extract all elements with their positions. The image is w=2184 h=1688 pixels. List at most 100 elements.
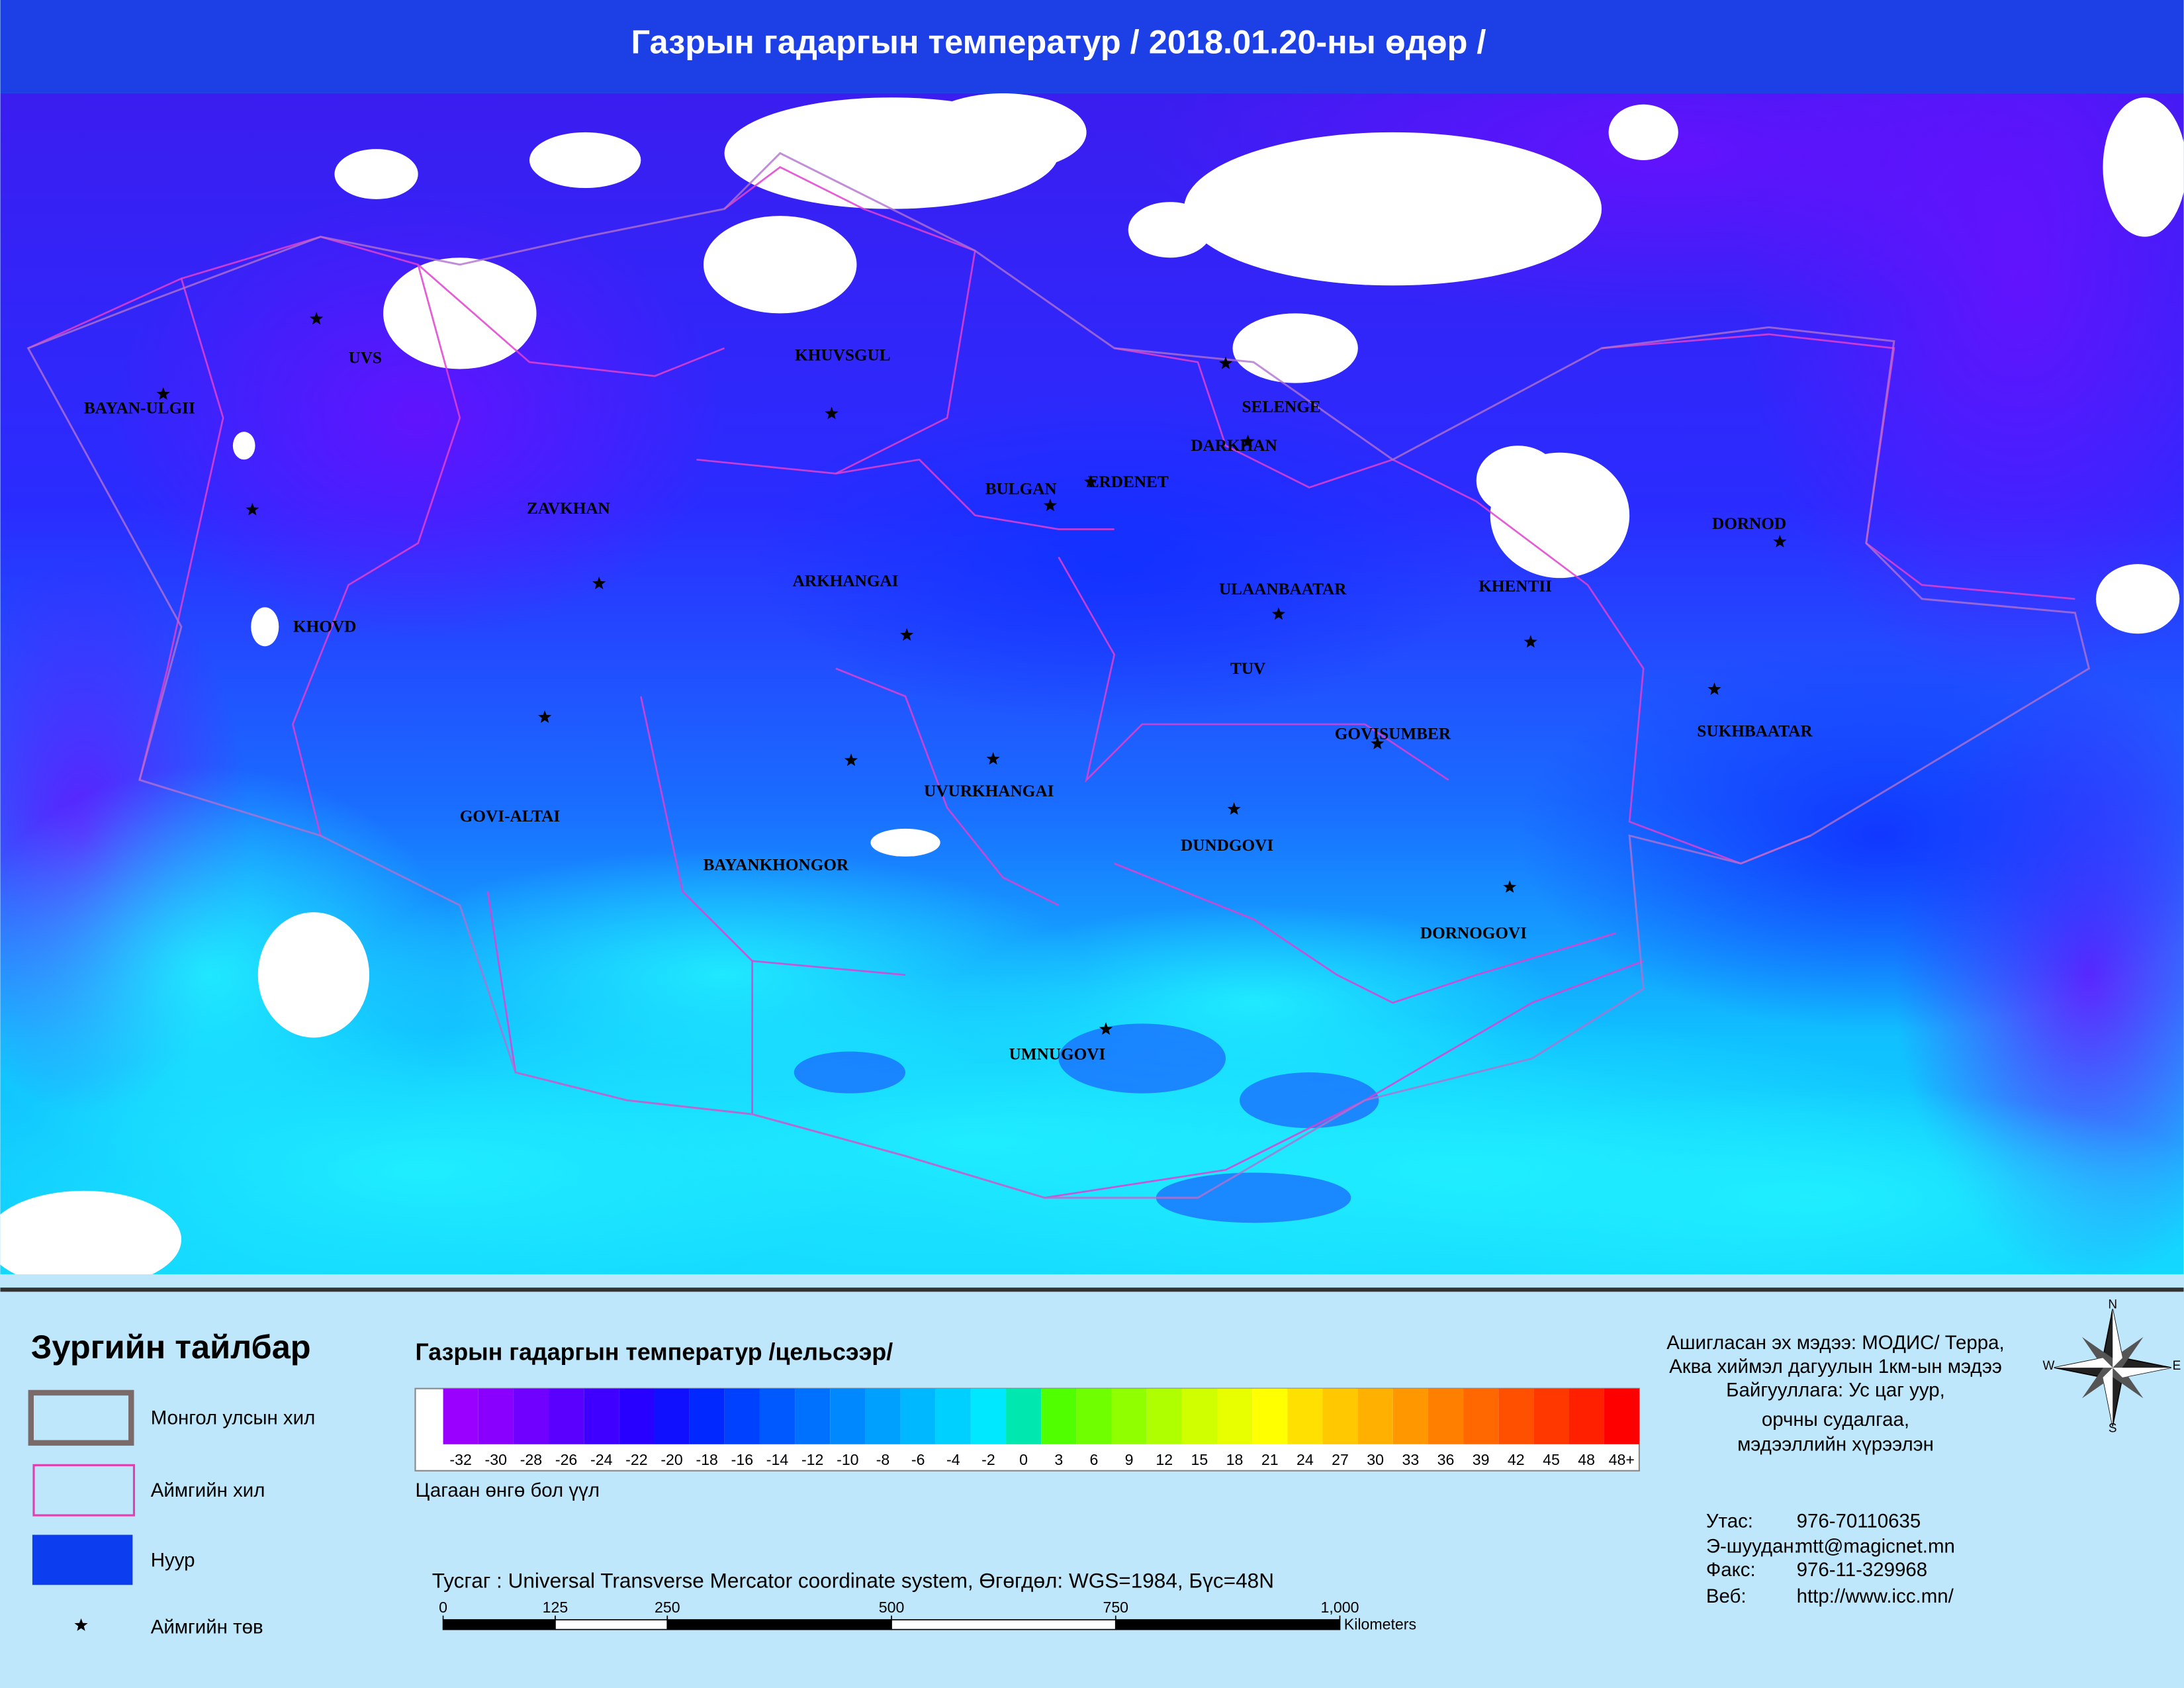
- legend-panel: [0, 1274, 2184, 1688]
- legend-item: Монгол улсын хил: [151, 1407, 316, 1429]
- aimag-centre: [1524, 635, 1537, 648]
- cloud: [334, 149, 418, 199]
- contact-label: Утас:: [1706, 1510, 1753, 1532]
- texture: [362, 849, 1087, 1101]
- scale-swatch: [724, 1388, 760, 1444]
- place-label: KHENTII: [1479, 578, 1552, 596]
- scale-swatch: [1428, 1388, 1464, 1444]
- compass-letter: W: [2042, 1359, 2054, 1373]
- aimag-boundary: [639, 696, 906, 976]
- scale-swatch: [1533, 1388, 1569, 1444]
- scale-bar-label: 125: [543, 1599, 569, 1616]
- legend-item: Аймгийн төв: [151, 1616, 263, 1638]
- aimag-boundary: [835, 667, 1060, 906]
- contact-value: mtt@magicnet.mn: [1797, 1535, 1955, 1557]
- scale-swatch: [1181, 1388, 1217, 1444]
- scale-swatch: [443, 1388, 478, 1444]
- aimag-centre: [1503, 880, 1517, 893]
- scale-label: 27: [1332, 1451, 1349, 1468]
- scale-swatch: [795, 1388, 831, 1444]
- place-label: GOVI-ALTAI: [460, 808, 560, 825]
- aimag-centre: [1271, 607, 1286, 620]
- texture: [0, 766, 460, 1184]
- scale-swatch: [513, 1388, 549, 1444]
- scale-swatch: [689, 1388, 725, 1444]
- projection: Тусгаг : Universal Transverse Mercator c…: [432, 1568, 1274, 1592]
- aimag-boundary: [1114, 347, 1393, 489]
- texture: [111, 195, 725, 641]
- scale-label: -8: [876, 1451, 890, 1468]
- scale-bar-label: 0: [439, 1599, 447, 1616]
- scale-bar-segment: [1115, 1619, 1341, 1630]
- place-label: SUKHBAATAR: [1697, 722, 1813, 740]
- scale-swatch: [1252, 1388, 1288, 1444]
- aimag-centre: [1707, 682, 1721, 695]
- scale-note: Цагаан өнгө бол үүл: [415, 1479, 600, 1501]
- texture: [794, 1051, 906, 1094]
- cloud: [1128, 202, 1212, 258]
- source-line: Ашигласан эх мэдээ: МОДИС/ Терра,: [1666, 1332, 2004, 1354]
- aimag-centre: [156, 387, 170, 400]
- scale-bar-label: 1,000: [1321, 1599, 1359, 1616]
- place-label: DORNOD: [1712, 515, 1786, 533]
- scale-bar-segment: [555, 1619, 668, 1630]
- scale-swatch: [935, 1388, 971, 1444]
- aimag-boundary: [1058, 556, 1449, 783]
- place-label: UVS: [348, 350, 381, 367]
- place-label: KHUVSGUL: [795, 346, 890, 364]
- cloud: [529, 132, 641, 189]
- legend-item: Нуур: [151, 1549, 195, 1571]
- scale-bar-segment: [666, 1619, 892, 1630]
- cloud: [919, 93, 1087, 171]
- scale-label: 45: [1543, 1451, 1560, 1468]
- aimag-boundary: [291, 264, 461, 836]
- contact-label: Э-шуудан:: [1706, 1535, 1799, 1557]
- aimag-centre: [825, 406, 839, 420]
- source-line: Аква хиймэл дагуулын 1км-ын мэдээ: [1669, 1356, 2002, 1378]
- place-label: DORNOGOVI: [1420, 925, 1527, 943]
- scale-label: 30: [1367, 1451, 1384, 1468]
- contact-label: Факс:: [1706, 1559, 1756, 1581]
- texture: [1518, 640, 2184, 1031]
- aimag-centre: [1099, 1022, 1113, 1035]
- contact-value: 976-11-329968: [1797, 1559, 1928, 1581]
- scale-bar-label: 250: [655, 1599, 680, 1616]
- scale-swatch: [900, 1388, 936, 1444]
- place-label: GOVISUMBER: [1335, 726, 1451, 743]
- place-label: ERDENET: [1088, 473, 1169, 491]
- legend-swatch-border: [28, 1389, 134, 1446]
- cloud: [870, 828, 940, 857]
- cloud: [251, 607, 279, 647]
- contact-label: Веб:: [1706, 1585, 1747, 1607]
- scale-swatch: [549, 1388, 584, 1444]
- scale-label: 21: [1261, 1451, 1279, 1468]
- texture: [1240, 1072, 1379, 1129]
- scale-label: 24: [1297, 1451, 1314, 1468]
- aimag-centre: [1773, 534, 1787, 547]
- cloud: [2095, 564, 2180, 634]
- scale-swatch: [1604, 1388, 1639, 1444]
- aimag-centre: [1371, 736, 1385, 749]
- place-label: SELENGE: [1242, 398, 1321, 416]
- scale-swatch: [830, 1388, 866, 1444]
- place-label: BULGAN: [985, 480, 1057, 498]
- scale-swatch: [1463, 1388, 1499, 1444]
- place-label: UMNUGOVI: [1009, 1046, 1106, 1064]
- legend-item: Аймгийн хил: [151, 1479, 265, 1501]
- scale-swatch: [584, 1388, 619, 1444]
- cloud: [257, 912, 370, 1038]
- scale-swatch: [1287, 1388, 1323, 1444]
- cloud: [0, 1190, 181, 1275]
- scale-label: -20: [660, 1451, 682, 1468]
- scale-swatch: [759, 1388, 796, 1444]
- compass-letter: N: [2108, 1297, 2117, 1311]
- source-line: мэдээллийн хүрээлэн: [1737, 1434, 1934, 1456]
- scale-label: -24: [590, 1451, 613, 1468]
- scale-label: 0: [1019, 1451, 1028, 1468]
- cloud: [1183, 132, 1602, 286]
- scale-bar-segment: [891, 1619, 1116, 1630]
- aimag-centre: [538, 710, 552, 723]
- legend-swatch-centre: [74, 1618, 88, 1631]
- source-line: Байгууллага: Ус цаг уур,: [1726, 1380, 1945, 1401]
